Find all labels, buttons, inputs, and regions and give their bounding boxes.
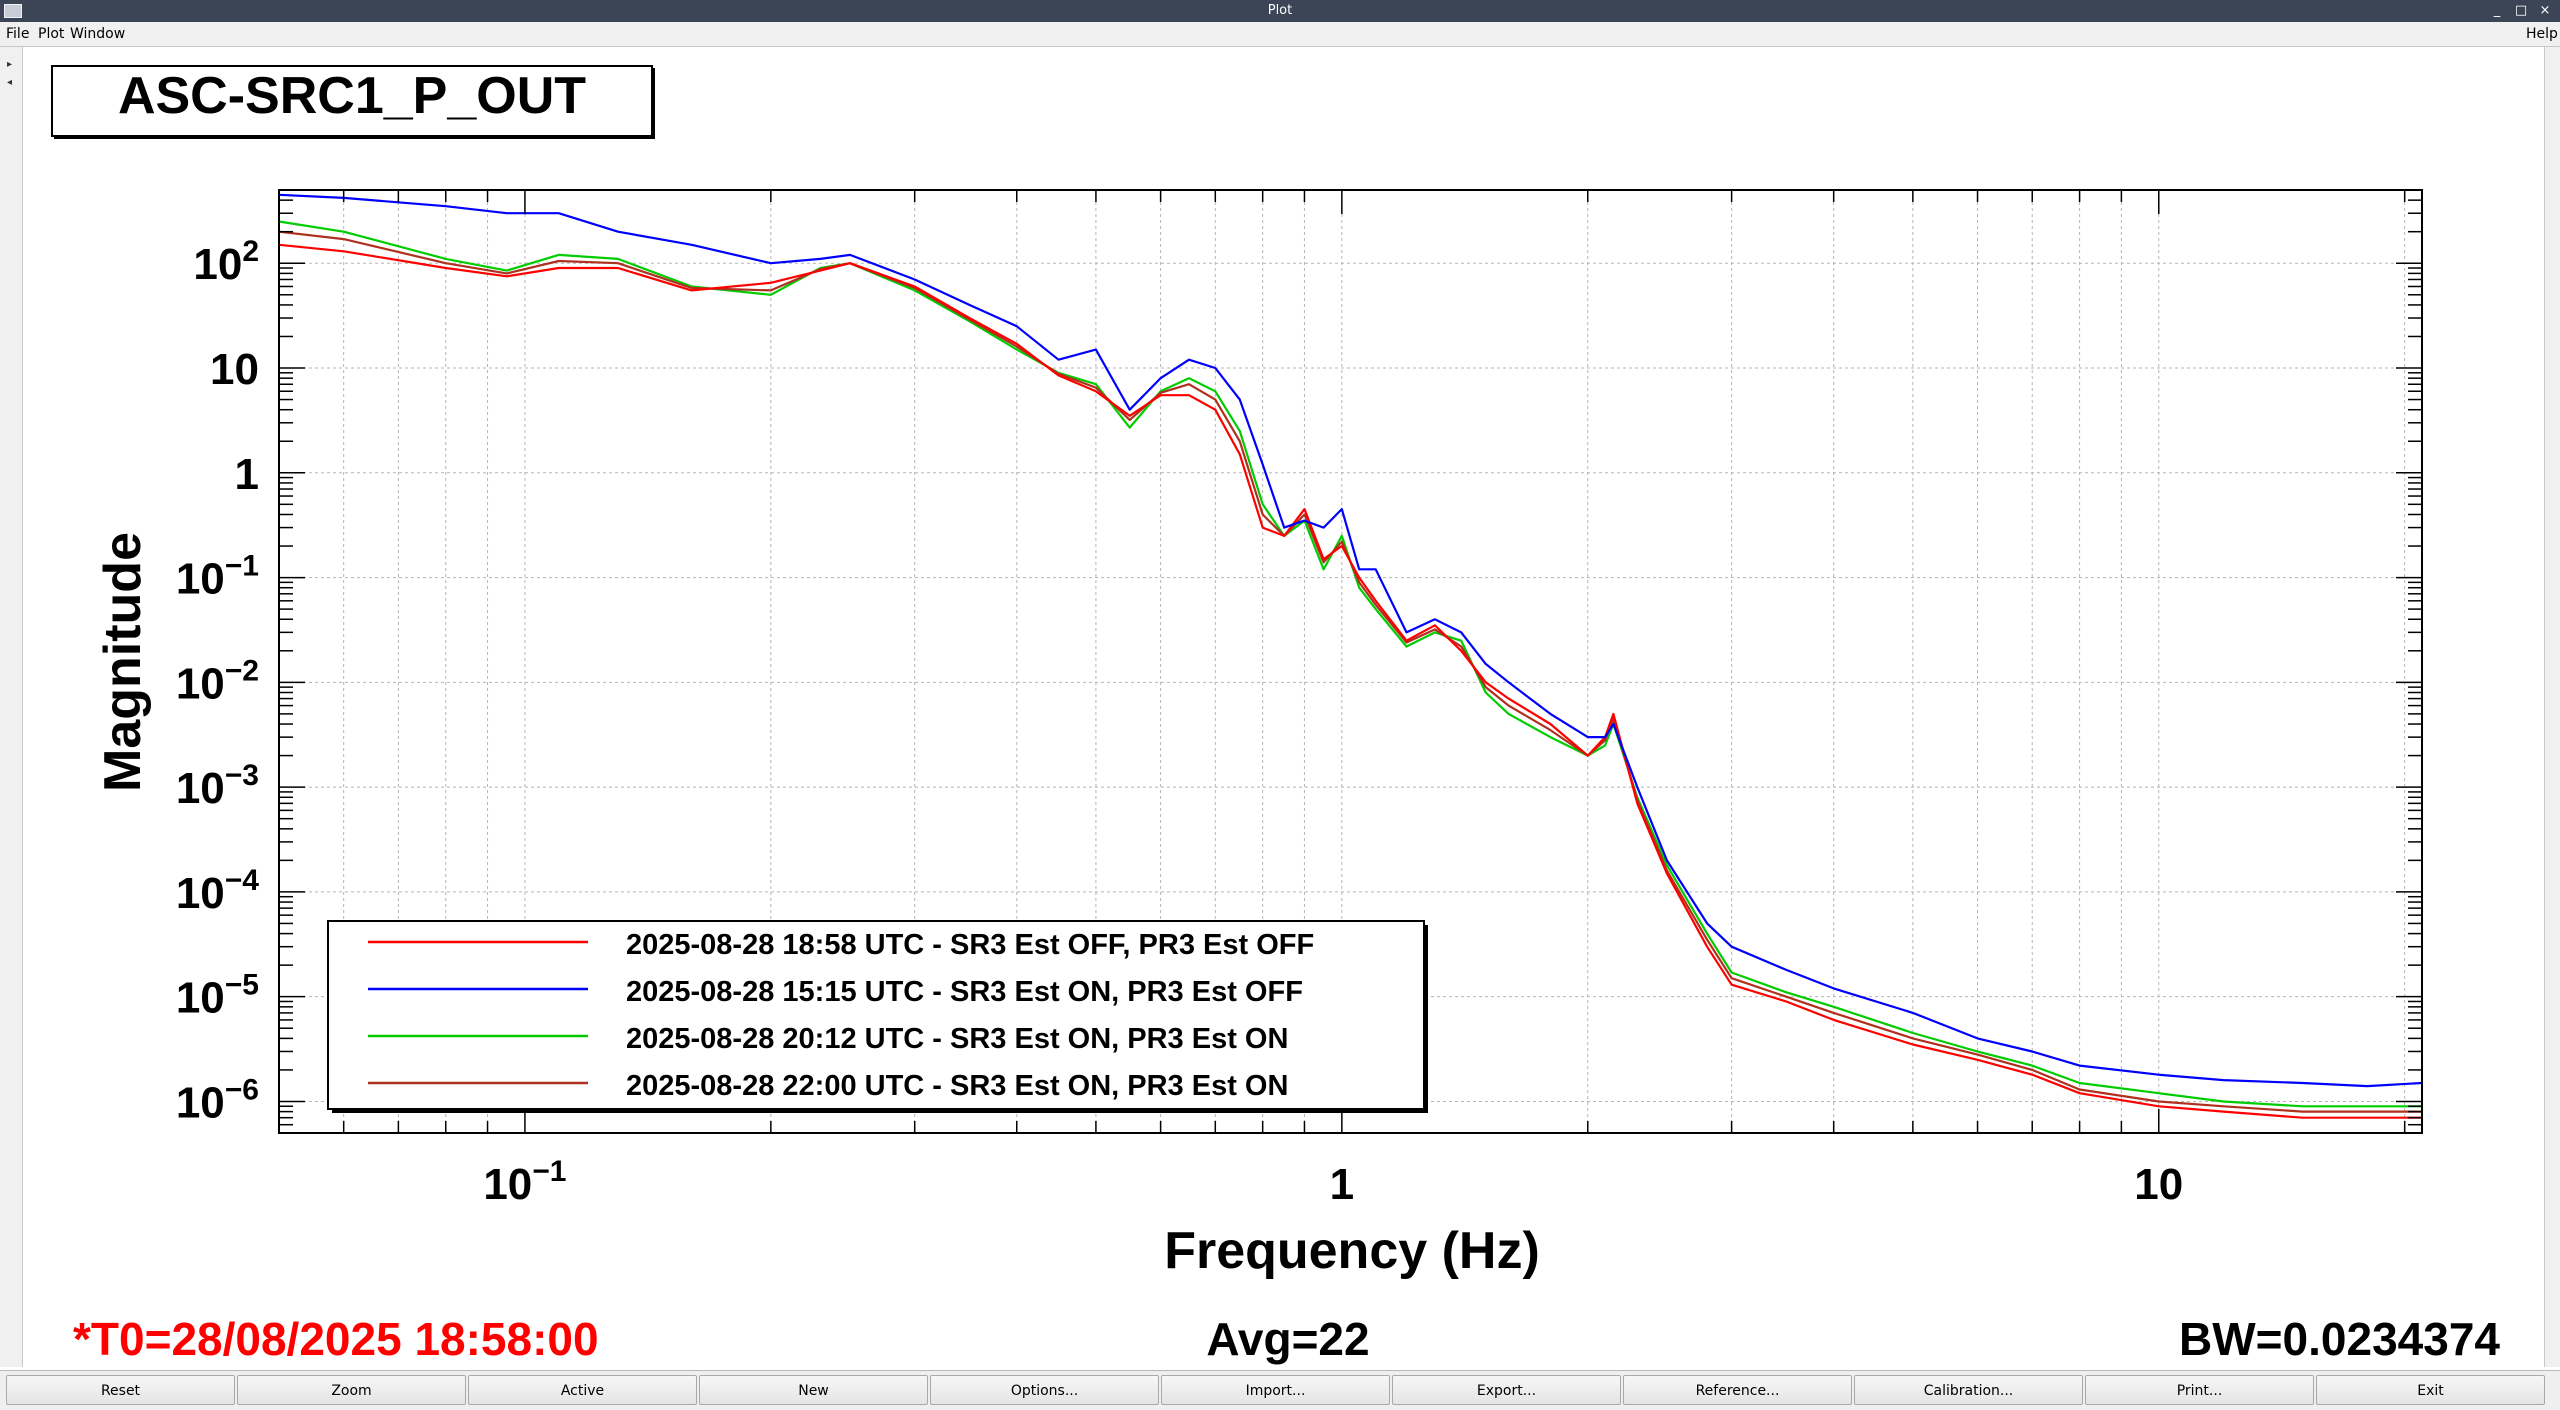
legend-label: 2025-08-28 20:12 UTC - SR3 Est ON, PR3 E… [626, 1023, 1288, 1055]
plot-frame [278, 189, 2423, 1134]
series-layer [278, 193, 2423, 1119]
y-tick-label: 102 [193, 235, 259, 289]
y-tick-label: 10 [210, 345, 259, 394]
legend: 2025-08-28 18:58 UTC - SR3 Est OFF, PR3 … [327, 920, 1428, 1113]
export-button[interactable]: Export... [1392, 1375, 1621, 1405]
calibration-button[interactable]: Calibration... [1854, 1375, 2083, 1405]
menu-plot[interactable]: Plot [38, 26, 65, 42]
import-button[interactable]: Import... [1161, 1375, 1390, 1405]
print-button[interactable]: Print... [2085, 1375, 2314, 1405]
legend-label: 2025-08-28 18:58 UTC - SR3 Est OFF, PR3 … [626, 929, 1314, 961]
legend-label: 2025-08-28 15:15 UTC - SR3 Est ON, PR3 E… [626, 976, 1303, 1008]
x-tick-label: 1 [1330, 1160, 1354, 1209]
series-line-2 [278, 193, 2423, 1088]
t0-timestamp: *T0=28/08/2025 18:58:00 [73, 1313, 599, 1365]
plot-title: ASC-SRC1_P_OUT [118, 67, 586, 125]
reference-button[interactable]: Reference... [1623, 1375, 1852, 1405]
y-tick-label: 10−2 [176, 654, 259, 708]
y-tick-label: 10−4 [176, 864, 259, 918]
close-icon[interactable]: × [2539, 3, 2551, 18]
exit-button[interactable]: Exit [2316, 1375, 2545, 1405]
window-titlebar: Plot _ □ × [0, 0, 2560, 22]
legend-label: 2025-08-28 22:00 UTC - SR3 Est ON, PR3 E… [626, 1070, 1288, 1102]
spectrum-chart[interactable]: ASC-SRC1_P_OUT 102 10 1 10−1 10−2 10−3 10−4 10−… [23, 47, 2543, 1367]
averages-count: Avg=22 [1206, 1313, 1369, 1365]
plot-title-box: ASC-SRC1_P_OUT [51, 65, 655, 139]
window-title: Plot [1267, 3, 1293, 18]
y-tick-label: 10−5 [176, 969, 259, 1023]
bottom-toolbar: Reset Zoom Active New Options... Import.… [0, 1370, 2560, 1410]
plot-canvas[interactable]: ASC-SRC1_P_OUT 102 10 1 10−1 10−2 10−3 10−4 10−… [23, 47, 2543, 1367]
ticks [278, 189, 2422, 1134]
new-button[interactable]: New [699, 1375, 928, 1405]
options-button[interactable]: Options... [930, 1375, 1159, 1405]
series-line-1 [278, 243, 2422, 1119]
x-tick-label: 10−1 [483, 1155, 566, 1209]
app-icon [4, 4, 22, 18]
menu-help[interactable]: Help [2526, 26, 2558, 42]
y-tick-label: 10−1 [176, 550, 259, 604]
bandwidth-value: BW=0.0234374 [2179, 1313, 2500, 1365]
menu-file[interactable]: File [6, 26, 30, 42]
y-axis-title: Magnitude [94, 532, 152, 792]
reset-button[interactable]: Reset [6, 1375, 235, 1405]
y-tick-label: 10−3 [176, 759, 259, 813]
minimize-icon[interactable]: _ [2493, 3, 2501, 18]
x-axis-title: Frequency (Hz) [1164, 1222, 1540, 1280]
maximize-icon[interactable]: □ [2514, 3, 2528, 18]
right-panel-strip [2544, 47, 2560, 1367]
active-button[interactable]: Active [468, 1375, 697, 1405]
left-panel-strip: ▸ ◂ [0, 47, 23, 1367]
menu-bar: File Plot Window Help [0, 22, 2560, 47]
y-tick-label: 1 [235, 450, 259, 499]
expand-arrow-icon[interactable]: ▸ [7, 59, 13, 70]
x-tick-labels: 10−1 1 10 [483, 1155, 2183, 1209]
y-tick-labels: 102 10 1 10−1 10−2 10−3 10−4 10−5 10−6 [176, 235, 259, 1127]
collapse-arrow-icon[interactable]: ◂ [7, 77, 13, 88]
zoom-button[interactable]: Zoom [237, 1375, 466, 1405]
x-tick-label: 10 [2134, 1160, 2183, 1209]
menu-window[interactable]: Window [70, 26, 126, 42]
y-tick-label: 10−6 [176, 1073, 259, 1127]
